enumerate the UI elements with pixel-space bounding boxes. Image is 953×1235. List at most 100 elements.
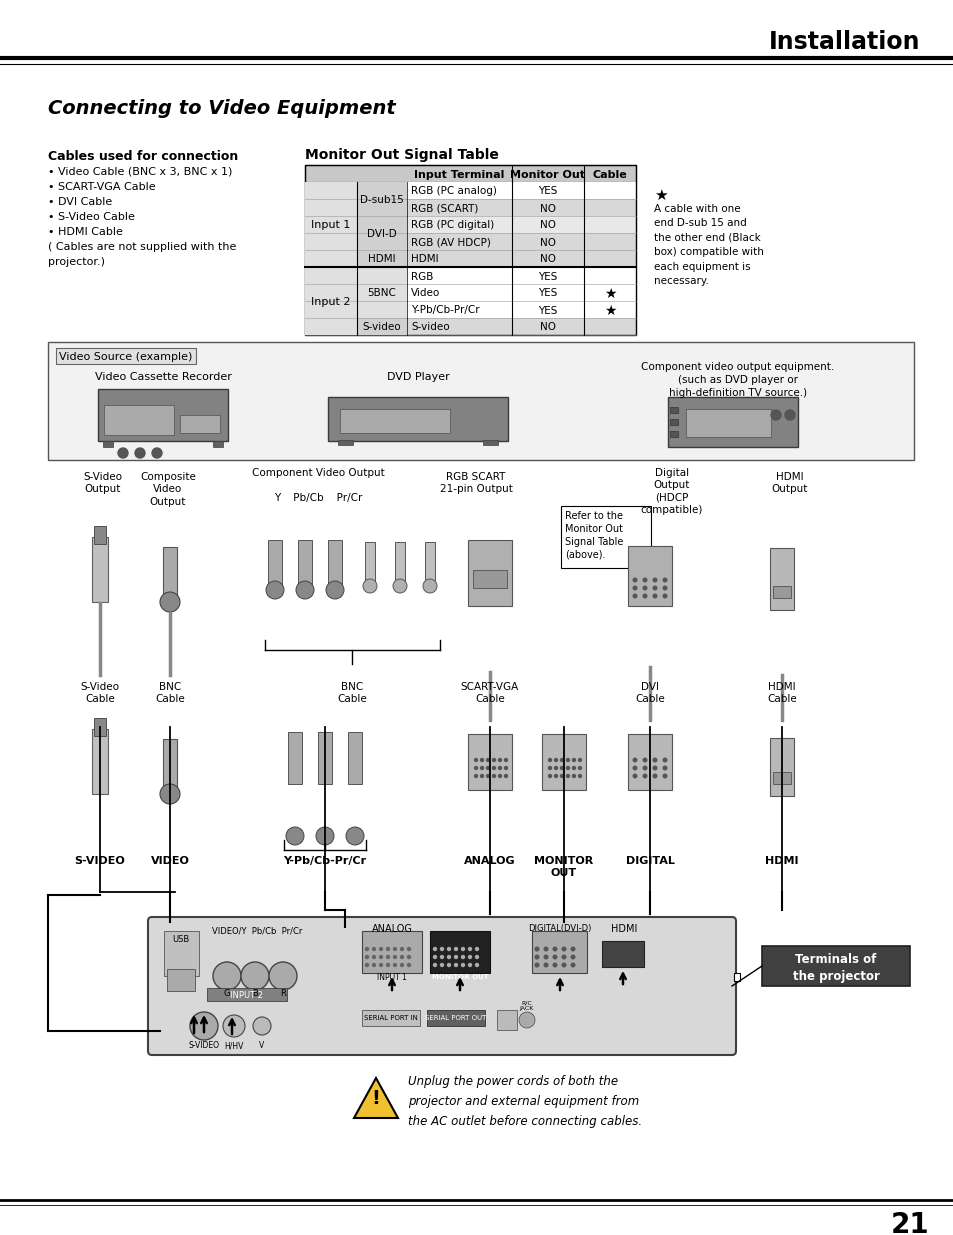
Bar: [473, 571, 506, 588]
Bar: [94, 718, 106, 736]
Text: Refer to the
Monitor Out
Signal Table
(above).: Refer to the Monitor Out Signal Table (a…: [564, 511, 622, 559]
Circle shape: [400, 947, 403, 951]
Circle shape: [498, 774, 501, 778]
Bar: [94, 526, 106, 543]
Bar: [305, 267, 356, 335]
Circle shape: [475, 956, 478, 958]
Text: INPUT 2: INPUT 2: [231, 990, 263, 999]
Circle shape: [461, 963, 464, 967]
Circle shape: [548, 774, 551, 778]
Bar: [167, 969, 194, 990]
Text: Monitor Out: Monitor Out: [510, 169, 585, 179]
Text: MONITOR
OUT: MONITOR OUT: [534, 856, 593, 878]
Circle shape: [475, 963, 478, 967]
Text: Monitor Out Signal Table: Monitor Out Signal Table: [305, 148, 498, 162]
Text: RGB SCART
21-pin Output: RGB SCART 21-pin Output: [439, 472, 512, 494]
Circle shape: [642, 587, 646, 590]
Text: Input Terminal: Input Terminal: [414, 169, 504, 179]
Text: S-video: S-video: [362, 322, 401, 332]
Bar: [769, 739, 793, 797]
Text: Terminals of
the projector: Terminals of the projector: [792, 953, 879, 983]
Bar: [772, 772, 790, 784]
Bar: [213, 441, 223, 447]
Text: MONITOR OUT: MONITOR OUT: [431, 974, 488, 981]
Circle shape: [454, 947, 457, 951]
Circle shape: [504, 774, 507, 778]
Bar: [667, 396, 797, 447]
Circle shape: [480, 758, 483, 762]
Bar: [288, 732, 302, 784]
Circle shape: [400, 956, 403, 958]
Bar: [497, 1010, 517, 1030]
Bar: [356, 249, 407, 267]
Bar: [365, 542, 375, 585]
Circle shape: [346, 827, 364, 845]
Circle shape: [365, 956, 368, 958]
Circle shape: [160, 592, 180, 613]
Bar: [305, 317, 636, 335]
Bar: [468, 540, 512, 606]
Circle shape: [486, 774, 489, 778]
Circle shape: [554, 774, 557, 778]
Bar: [532, 931, 586, 973]
Bar: [163, 547, 177, 601]
Text: S-video: S-video: [411, 322, 449, 332]
Text: Y-Pb/Cb-Pr/Cr: Y-Pb/Cb-Pr/Cr: [411, 305, 479, 315]
Circle shape: [572, 758, 575, 762]
Circle shape: [468, 956, 471, 958]
Circle shape: [784, 410, 794, 420]
Bar: [772, 585, 790, 598]
Text: Unplug the power cords of both the
projector and external equipment from
the AC : Unplug the power cords of both the proje…: [408, 1074, 641, 1128]
Bar: [305, 216, 636, 233]
Bar: [356, 267, 407, 317]
Bar: [482, 440, 497, 445]
Text: Connecting to Video Equipment: Connecting to Video Equipment: [48, 99, 395, 117]
Bar: [627, 546, 671, 606]
Circle shape: [535, 955, 538, 958]
Circle shape: [572, 774, 575, 778]
Circle shape: [633, 594, 637, 598]
Circle shape: [653, 774, 656, 778]
Text: NO: NO: [539, 254, 556, 264]
Circle shape: [480, 767, 483, 769]
Circle shape: [440, 947, 443, 951]
Circle shape: [454, 956, 457, 958]
Bar: [104, 405, 173, 435]
Circle shape: [653, 766, 656, 769]
Bar: [317, 732, 332, 784]
Bar: [305, 249, 636, 267]
Bar: [430, 931, 490, 973]
Circle shape: [433, 963, 436, 967]
Bar: [761, 946, 909, 986]
Text: ( Cables are not supplied with the: ( Cables are not supplied with the: [48, 242, 236, 252]
Circle shape: [160, 784, 180, 804]
Circle shape: [662, 578, 666, 582]
Circle shape: [475, 947, 478, 951]
Bar: [328, 396, 507, 441]
Circle shape: [422, 579, 436, 593]
Circle shape: [578, 767, 581, 769]
Circle shape: [363, 579, 376, 593]
Text: S-Video
Output: S-Video Output: [84, 472, 122, 494]
Text: R/C
JACK: R/C JACK: [519, 1000, 534, 1011]
Circle shape: [578, 758, 581, 762]
Bar: [305, 182, 636, 199]
Circle shape: [190, 1011, 218, 1040]
Bar: [733, 973, 740, 981]
Text: Composite
Video
Output: Composite Video Output: [140, 472, 195, 506]
Circle shape: [461, 956, 464, 958]
Bar: [91, 537, 108, 601]
Text: RGB (AV HDCP): RGB (AV HDCP): [411, 237, 491, 247]
Text: DIGITAL: DIGITAL: [625, 856, 674, 866]
Circle shape: [561, 963, 565, 967]
Circle shape: [295, 580, 314, 599]
Circle shape: [492, 774, 495, 778]
Circle shape: [135, 448, 145, 458]
Circle shape: [407, 963, 410, 967]
FancyBboxPatch shape: [148, 918, 735, 1055]
Text: HDMI: HDMI: [764, 856, 798, 866]
Circle shape: [379, 956, 382, 958]
Circle shape: [474, 758, 477, 762]
Bar: [268, 540, 282, 590]
Circle shape: [561, 947, 565, 951]
